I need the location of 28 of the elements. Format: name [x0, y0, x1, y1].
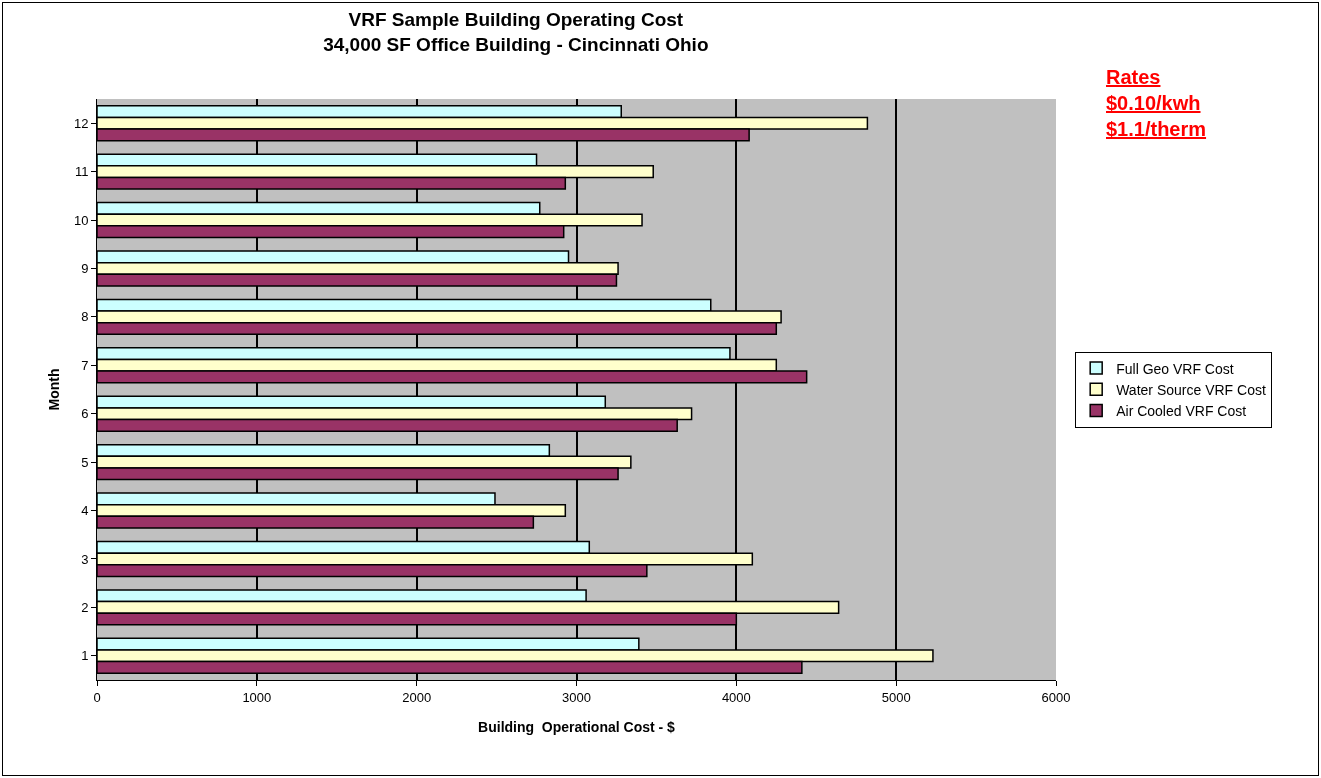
- y-tick-label: 12: [73, 115, 89, 131]
- x-tick-label: 1000: [242, 689, 272, 705]
- y-tick-label: 2: [81, 599, 89, 615]
- x-tick-label: 6000: [1041, 689, 1071, 705]
- y-tick-label: 6: [81, 406, 89, 422]
- y-tick-label: 3: [81, 551, 89, 567]
- x-axis-title: Building Operational Cost - $: [478, 719, 676, 735]
- y-tick-label: 4: [81, 503, 89, 519]
- y-tick-label: 10: [73, 212, 89, 228]
- chart-title: VRF Sample Building Operating Cost 34,000 SF Office Building - Cincinnati Ohio: [323, 9, 709, 55]
- y-tick-label: 1: [81, 648, 89, 664]
- x-tick-label: 3000: [562, 689, 591, 705]
- legend-label: Air Cooled VRF Cost: [1116, 402, 1247, 419]
- y-tick-label: 7: [81, 357, 89, 373]
- x-tick-label: 0: [93, 689, 101, 705]
- x-tick-label: 4000: [721, 689, 751, 705]
- y-tick-label: 5: [81, 454, 89, 470]
- x-tick-label: 5000: [881, 689, 911, 705]
- text: $0.10/kwh: [1106, 92, 1201, 114]
- y-tick-label: 9: [81, 261, 89, 277]
- y-axis-title: Month: [46, 368, 62, 411]
- legend-label: Water Source VRF Cost: [1116, 381, 1266, 398]
- x-tick-label: 2000: [402, 689, 432, 705]
- text: $1.1/therm: [1106, 118, 1207, 140]
- legend-label: Full Geo VRF Cost: [1116, 360, 1234, 377]
- text: Rates: [1106, 66, 1161, 88]
- y-tick-label: 8: [81, 309, 89, 325]
- y-tick-label: 11: [74, 164, 89, 180]
